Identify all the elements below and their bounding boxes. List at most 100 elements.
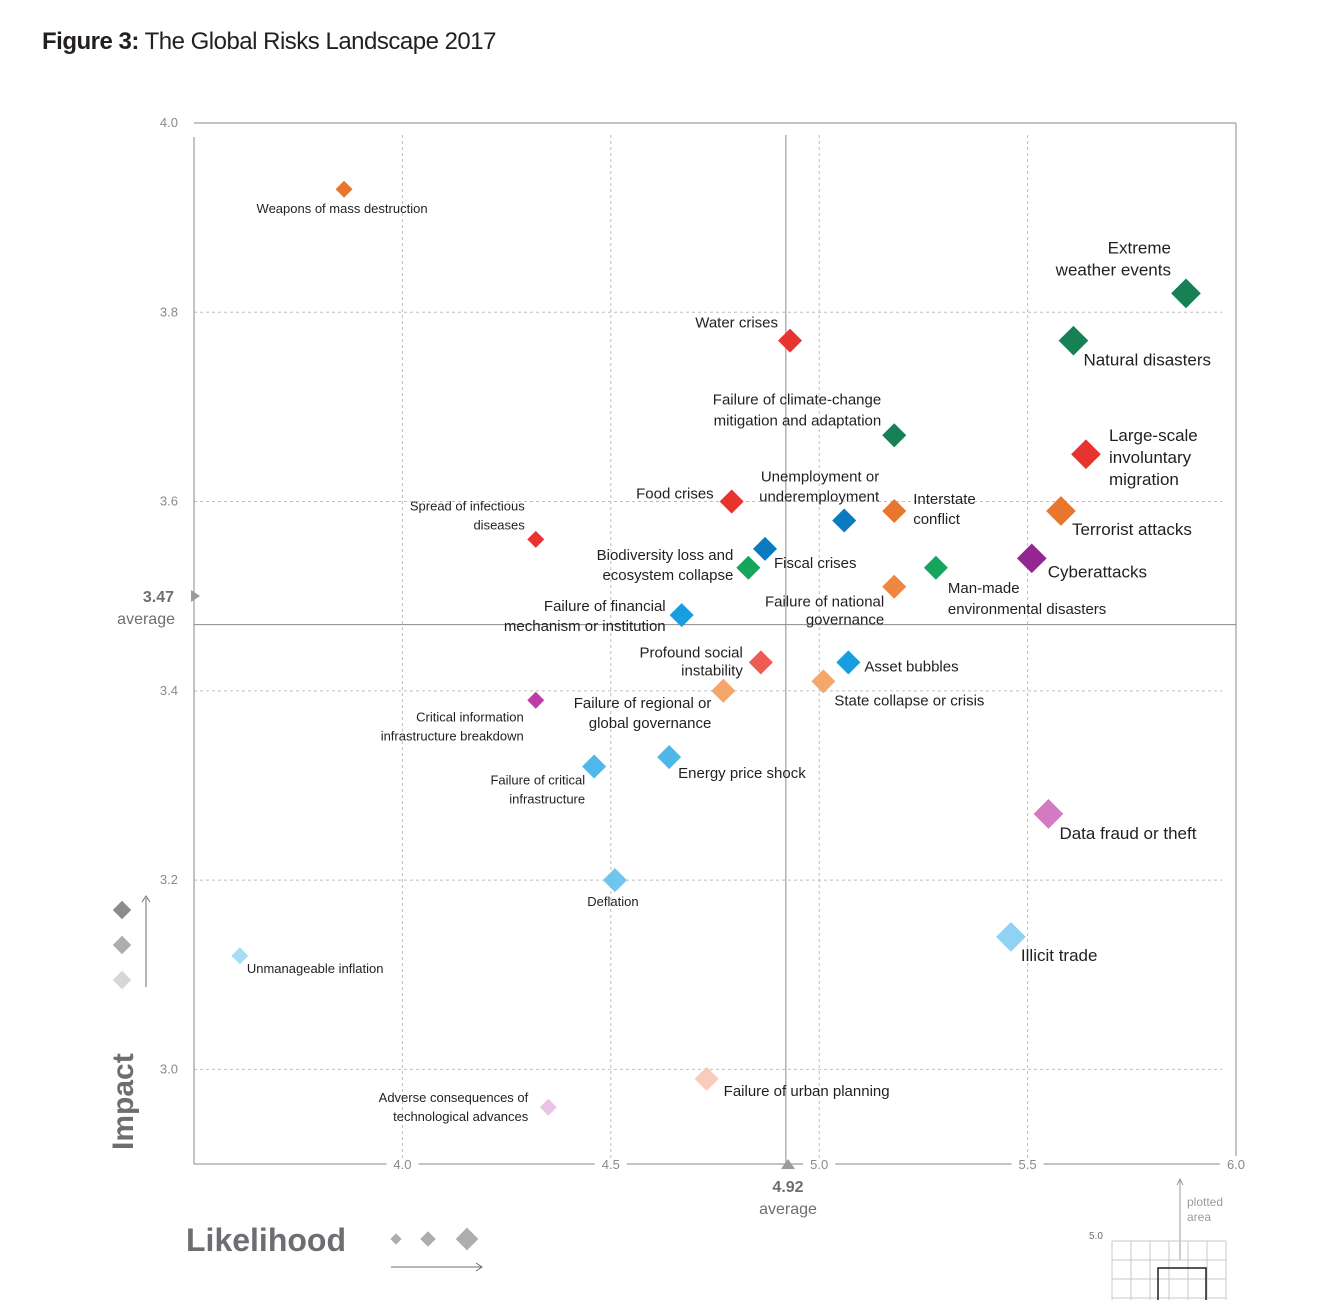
- label-extreme-weather-events: Extreme weather events: [1055, 238, 1171, 279]
- label-failure-of-urban-planning: Failure of urban planning: [724, 1083, 890, 1100]
- point-terrorist-attacks: [1046, 496, 1076, 526]
- y-tick-label: 3.8: [160, 304, 178, 319]
- point-water-crises: [778, 328, 803, 353]
- x-tick-label: 6.0: [1227, 1157, 1245, 1172]
- label-large-scale-involuntary-migration: Large-scale involuntary migration: [1109, 426, 1198, 489]
- tick-labels: 4.0 4.5 5.0 5.5 6.0 3.0 3.2 3.4 3.6 3.8 4.0: [160, 115, 1245, 1172]
- point-labels: Weapons of mass destruction Extreme weathe…: [247, 201, 1211, 1124]
- point-failure-of-urban-planning: [694, 1066, 719, 1091]
- impact-legend-large: [112, 900, 132, 920]
- label-state-collapse-or-crisis: State collapse or crisis: [834, 692, 984, 709]
- y-tick-label: 3.0: [160, 1061, 178, 1076]
- label-critical-information-infrastructure-breakdown: Critical information infrastructure break…: [381, 709, 524, 743]
- label-spread-of-infectious-diseases: Spread of infectious diseases: [410, 498, 525, 532]
- x-tick-gap: [386, 1161, 419, 1167]
- point-man-made-environmental-disasters: [923, 555, 948, 580]
- likelihood-legend-medium: [420, 1231, 436, 1247]
- inset-plotted-box: [1157, 1267, 1207, 1300]
- inset-grid: [1111, 1240, 1227, 1300]
- x-average-marker: [781, 1159, 795, 1169]
- x-tick-gap: [1220, 1161, 1252, 1167]
- likelihood-arrow-head: [475, 1262, 483, 1272]
- point-failure-of-critical-infrastructure: [582, 754, 607, 779]
- point-deflation: [602, 868, 627, 893]
- point-profound-social-instability: [748, 650, 773, 675]
- point-state-collapse-or-crisis: [811, 669, 836, 694]
- impact-legend-medium: [112, 935, 132, 955]
- point-critical-information-infrastructure-breakdown: [527, 691, 545, 709]
- x-tick-label: 5.5: [1019, 1157, 1037, 1172]
- inset-caption-2: area: [1187, 1210, 1211, 1224]
- label-biodiversity-loss-and-ecosystem-collapse: Biodiversity loss and ecosystem collapse: [597, 547, 734, 584]
- label-weapons-of-mass-destruction: Weapons of mass destruction: [257, 201, 428, 216]
- x-tick-gap: [803, 1161, 836, 1167]
- y-tick-label: 3.2: [160, 872, 178, 887]
- x-average-label: average: [759, 1201, 817, 1218]
- x-tick-label: 5.0: [810, 1157, 828, 1172]
- label-failure-of-critical-infrastructure: Failure of critical infrastructure: [490, 773, 585, 807]
- y-average-marker: [191, 590, 200, 602]
- point-interstate-conflict: [882, 498, 907, 524]
- impact-size-legend: [112, 895, 151, 990]
- x-tick-label: 4.0: [393, 1157, 411, 1172]
- impact-arrow-head: [141, 895, 151, 903]
- inset-tick: 5.0: [1089, 1231, 1103, 1242]
- point-asset-bubbles: [836, 650, 861, 675]
- y-average-value: 3.47: [143, 589, 174, 606]
- label-failure-of-national-governance: Failure of national governance: [765, 594, 884, 629]
- y-average-label: average: [117, 611, 175, 628]
- point-failure-of-national-governance: [882, 574, 907, 599]
- label-profound-social-instability: Profound social instability: [639, 644, 743, 679]
- x-tick-gap: [1011, 1161, 1044, 1167]
- label-failure-of-regional-or-global-governance: Failure of regional or global governance: [574, 695, 712, 732]
- label-unmanageable-inflation: Unmanageable inflation: [247, 961, 384, 976]
- point-spread-of-infectious-diseases: [527, 530, 545, 548]
- point-failure-of-regional-or-global-governance: [711, 678, 736, 703]
- inset-arrow-head: [1176, 1177, 1184, 1186]
- label-fiscal-crises: Fiscal crises: [774, 555, 857, 572]
- label-man-made-environmental-disasters: Man-made environmental disasters: [948, 580, 1106, 618]
- label-natural-disasters: Natural disasters: [1083, 351, 1211, 370]
- likelihood-size-legend: [390, 1227, 483, 1272]
- y-tick-label: 4.0: [160, 115, 178, 130]
- plotted-area-inset: plotted area 5.0: [1089, 1177, 1227, 1300]
- point-failure-of-financial-mechanism-or-institution: [669, 603, 694, 628]
- point-adverse-consequences-of-technological-advances: [539, 1098, 557, 1116]
- label-water-crises: Water crises: [695, 315, 778, 332]
- likelihood-legend-small: [390, 1233, 402, 1245]
- point-large-scale-involuntary-migration: [1071, 439, 1101, 470]
- label-food-crises: Food crises: [636, 486, 714, 503]
- figure-label: Figure 3:: [42, 28, 139, 55]
- point-extreme-weather-events: [1171, 278, 1201, 309]
- point-illicit-trade: [996, 922, 1026, 952]
- axes: [193, 122, 1252, 1167]
- likelihood-legend-large: [455, 1227, 479, 1251]
- label-failure-of-climate-change-mitigation-and-adaptation: Failure of climate-change mitigation and …: [713, 391, 881, 429]
- label-deflation: Deflation: [587, 894, 638, 909]
- label-data-fraud-or-theft: Data fraud or theft: [1059, 824, 1196, 843]
- label-interstate-conflict: Interstate conflict: [913, 491, 976, 528]
- point-unemployment-or-underemployment: [832, 508, 857, 533]
- figure-title-text: The Global Risks Landscape 2017: [144, 28, 497, 55]
- x-axis-title: Likelihood: [186, 1222, 346, 1258]
- label-unemployment-or-underemployment: Unemployment or underemployment: [759, 468, 880, 505]
- x-tick-label: 4.5: [602, 1157, 620, 1172]
- point-unmanageable-inflation: [231, 947, 249, 965]
- y-tick-label: 3.6: [160, 494, 178, 509]
- y-tick-label: 3.4: [160, 683, 178, 698]
- figure-title: Figure 3: The Global Risks Landscape 201…: [42, 28, 496, 56]
- label-adverse-consequences-of-technological-advances: Adverse consequences of technological adv…: [379, 1090, 529, 1124]
- x-average-value: 4.92: [772, 1179, 803, 1196]
- y-axis-title: Impact: [107, 1053, 140, 1150]
- label-illicit-trade: Illicit trade: [1021, 946, 1098, 965]
- x-tick-gap: [594, 1161, 627, 1167]
- inset-caption-1: plotted: [1187, 1195, 1223, 1209]
- point-food-crises: [719, 489, 744, 514]
- point-natural-disasters: [1058, 325, 1089, 356]
- label-cyberattacks: Cyberattacks: [1048, 562, 1147, 581]
- point-biodiversity-loss-and-ecosystem-collapse: [736, 555, 761, 580]
- impact-legend-small: [112, 970, 132, 990]
- point-failure-of-climate-change-mitigation-and-adaptation: [882, 423, 907, 448]
- point-cyberattacks: [1016, 543, 1047, 574]
- label-failure-of-financial-mechanism-or-institution: Failure of financial mechanism or institu…: [504, 598, 666, 635]
